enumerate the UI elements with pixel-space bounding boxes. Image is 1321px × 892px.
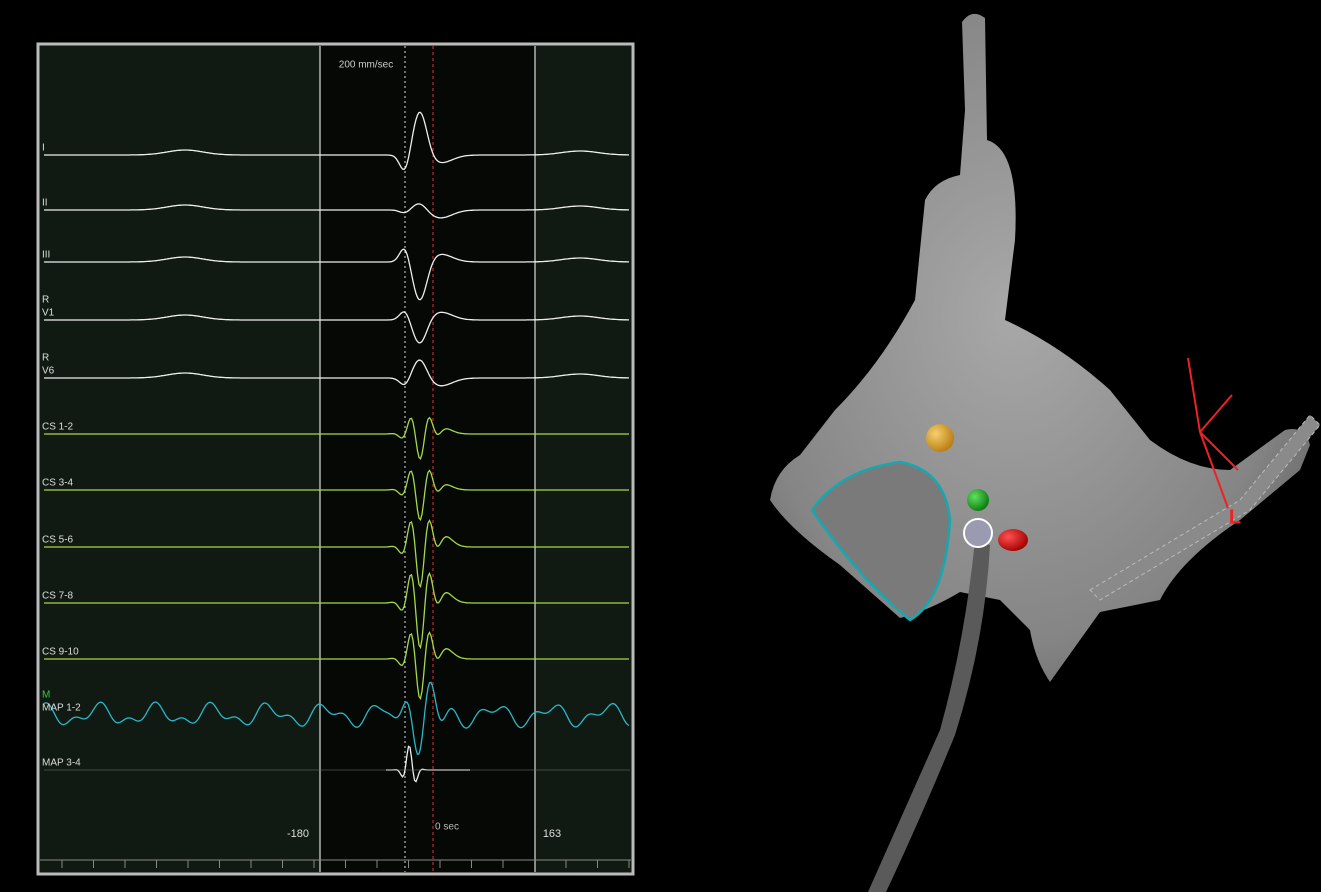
channel-label: I bbox=[42, 143, 45, 154]
window-end: 163 bbox=[543, 828, 561, 840]
window-start: -180 bbox=[287, 828, 309, 840]
channel-label: V6 bbox=[42, 366, 55, 377]
channel-label: CS 3-4 bbox=[42, 478, 74, 489]
channel-label: MAP 3-4 bbox=[42, 758, 81, 769]
channel-label: CS 7-8 bbox=[42, 591, 74, 602]
window-region bbox=[320, 46, 535, 872]
sweep-speed: 200 mm/sec bbox=[339, 60, 393, 71]
tag-red bbox=[998, 529, 1028, 551]
channel-label: V1 bbox=[42, 308, 55, 319]
screen: IIIIIIRV1RV6CS 1-2CS 3-4CS 5-6CS 7-8CS 9… bbox=[0, 0, 1321, 892]
channel-label: III bbox=[42, 250, 50, 261]
catheter-tip bbox=[964, 519, 992, 547]
channel-label: CS 1-2 bbox=[42, 422, 74, 433]
channel-label: II bbox=[42, 198, 48, 209]
anatomy-map: L bbox=[770, 14, 1320, 892]
orientation-label: L bbox=[1229, 506, 1241, 528]
channel-prefix: R bbox=[42, 353, 49, 364]
channel-label: MAP 1-2 bbox=[42, 703, 81, 714]
channel-prefix: M bbox=[42, 690, 50, 701]
channel-prefix: R bbox=[42, 295, 49, 306]
channel-label: CS 5-6 bbox=[42, 535, 74, 546]
heart-surface bbox=[770, 14, 1310, 682]
channel-label: CS 9-10 bbox=[42, 647, 79, 658]
zero-time: 0 sec bbox=[435, 822, 459, 833]
tag-orange bbox=[926, 424, 954, 452]
tag-green bbox=[967, 489, 989, 511]
